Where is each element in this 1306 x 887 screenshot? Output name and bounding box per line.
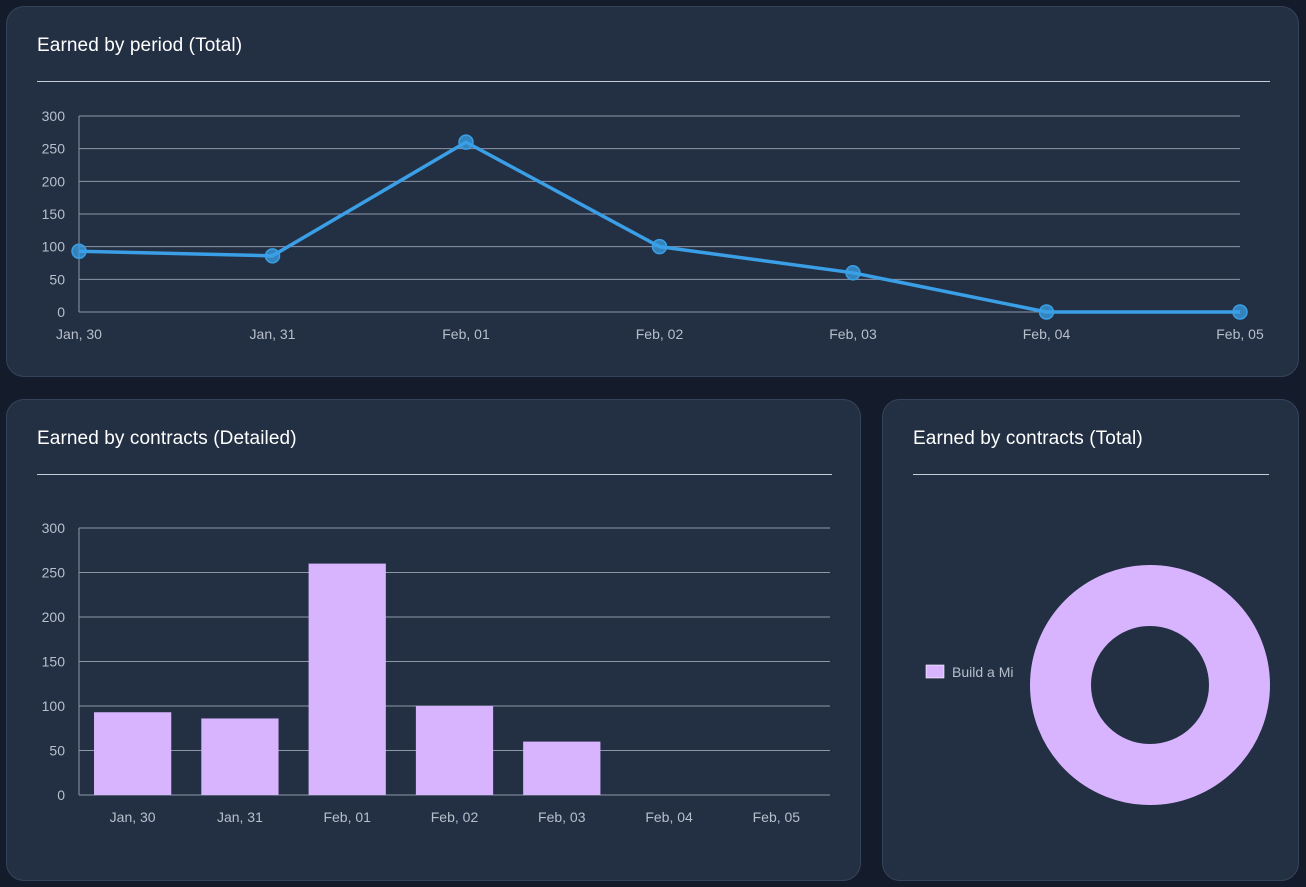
earned-by-contracts-detailed-card: Earned by contracts (Detailed) 0 50 100 150… <box>6 399 861 881</box>
x-tick-label: Feb, 04 <box>645 809 693 825</box>
x-tick-label: Feb, 01 <box>323 809 371 825</box>
y-tick-label: 200 <box>42 609 66 625</box>
x-tick-label: Feb, 05 <box>753 809 801 825</box>
x-tick-label: Feb, 04 <box>1023 326 1071 342</box>
title-divider <box>37 474 832 475</box>
earned-by-contracts-total-title: Earned by contracts (Total) <box>913 428 1143 449</box>
y-tick-label: 250 <box>42 141 66 157</box>
y-tick-label: 0 <box>57 304 65 320</box>
y-tick-label: 250 <box>42 565 66 581</box>
x-tick-label: Jan, 31 <box>217 809 263 825</box>
data-point[interactable] <box>264 248 281 264</box>
donut-slice[interactable] <box>1030 565 1270 805</box>
y-tick-label: 100 <box>42 698 66 714</box>
y-tick-label: 150 <box>42 654 66 670</box>
bar[interactable] <box>523 741 601 795</box>
x-tick-label: Feb, 02 <box>431 809 479 825</box>
x-tick-label: Feb, 01 <box>442 326 490 342</box>
earned-by-contracts-detailed-title: Earned by contracts (Detailed) <box>37 428 297 449</box>
legend-swatch <box>925 664 945 679</box>
x-tick-label: Jan, 30 <box>110 809 156 825</box>
bar[interactable] <box>201 718 279 795</box>
x-tick-label: Feb, 05 <box>1216 326 1264 342</box>
data-point[interactable] <box>651 238 668 255</box>
data-point[interactable] <box>1232 304 1248 320</box>
data-point[interactable] <box>458 134 474 150</box>
x-tick-label: Feb, 03 <box>829 326 877 342</box>
y-tick-label: 0 <box>57 787 65 803</box>
title-divider <box>913 474 1269 475</box>
x-tick-label: Feb, 03 <box>538 809 586 825</box>
y-tick-label: 50 <box>49 271 65 287</box>
y-tick-label: 300 <box>42 520 66 536</box>
title-divider <box>37 81 1270 82</box>
earned-by-period-title: Earned by period (Total) <box>37 35 243 56</box>
earned-by-contracts-total-card: Earned by contracts (Total) Build a Mi <box>882 399 1299 881</box>
bar[interactable] <box>308 563 386 795</box>
y-tick-label: 100 <box>42 239 66 255</box>
donut-chart: Build a Mi <box>925 565 1270 805</box>
data-point[interactable] <box>1038 304 1055 320</box>
y-tick-label: 300 <box>42 108 66 124</box>
bar[interactable] <box>415 706 494 795</box>
x-tick-label: Jan, 30 <box>56 326 102 342</box>
y-tick-label: 150 <box>42 206 66 222</box>
x-tick-label: Feb, 02 <box>636 326 684 342</box>
bar[interactable] <box>94 712 172 795</box>
line-chart: 0 50 100 150 200 250 300 Jan, 30 Jan, 31 Feb, 01 F… <box>42 108 1264 342</box>
earned-by-period-card: Earned by period (Total) 0 50 100 150 200 250… <box>6 6 1299 377</box>
bar-chart: 0 50 100 150 200 250 300 Jan, 30 Jan, 31 Feb, 01 F… <box>42 520 830 825</box>
y-tick-label: 200 <box>42 173 66 189</box>
data-point[interactable] <box>845 265 861 281</box>
series-line <box>78 140 1240 314</box>
legend-label: Build a Mi <box>952 664 1013 680</box>
y-tick-label: 50 <box>49 743 65 759</box>
data-point[interactable] <box>71 243 87 259</box>
x-tick-label: Jan, 31 <box>250 326 296 342</box>
